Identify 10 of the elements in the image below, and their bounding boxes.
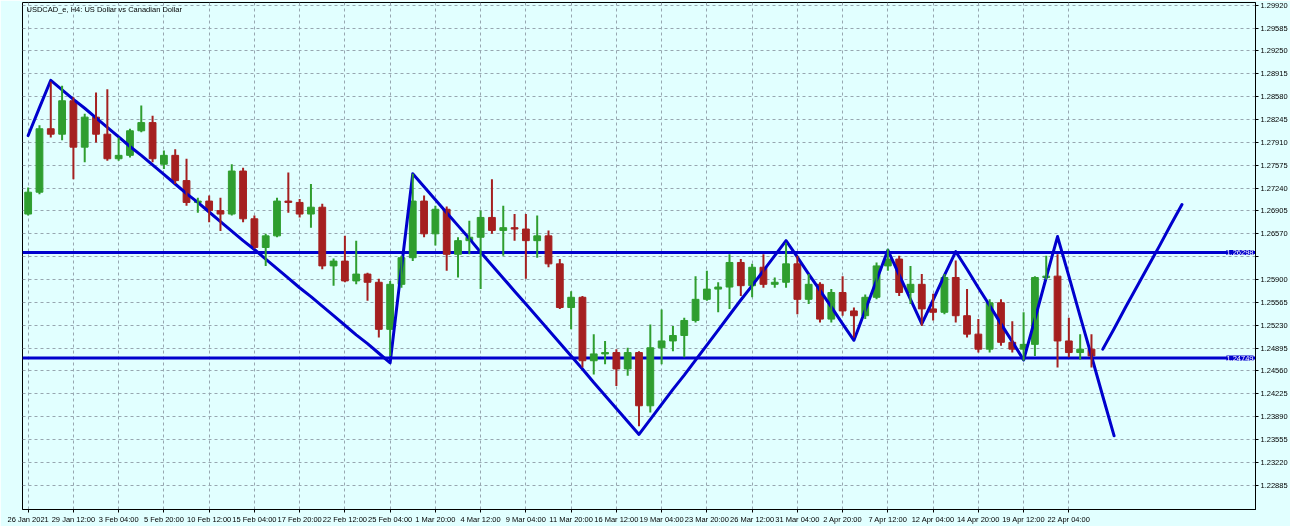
candlestick	[510, 213, 519, 242]
candlestick	[216, 196, 225, 233]
candlestick	[601, 339, 609, 366]
candlestick	[284, 171, 293, 214]
candlestick	[363, 271, 372, 302]
candlestick	[329, 257, 338, 287]
candlestick	[725, 253, 734, 310]
candlestick	[1053, 253, 1062, 369]
candlestick	[35, 124, 44, 196]
candlestick	[714, 281, 723, 314]
